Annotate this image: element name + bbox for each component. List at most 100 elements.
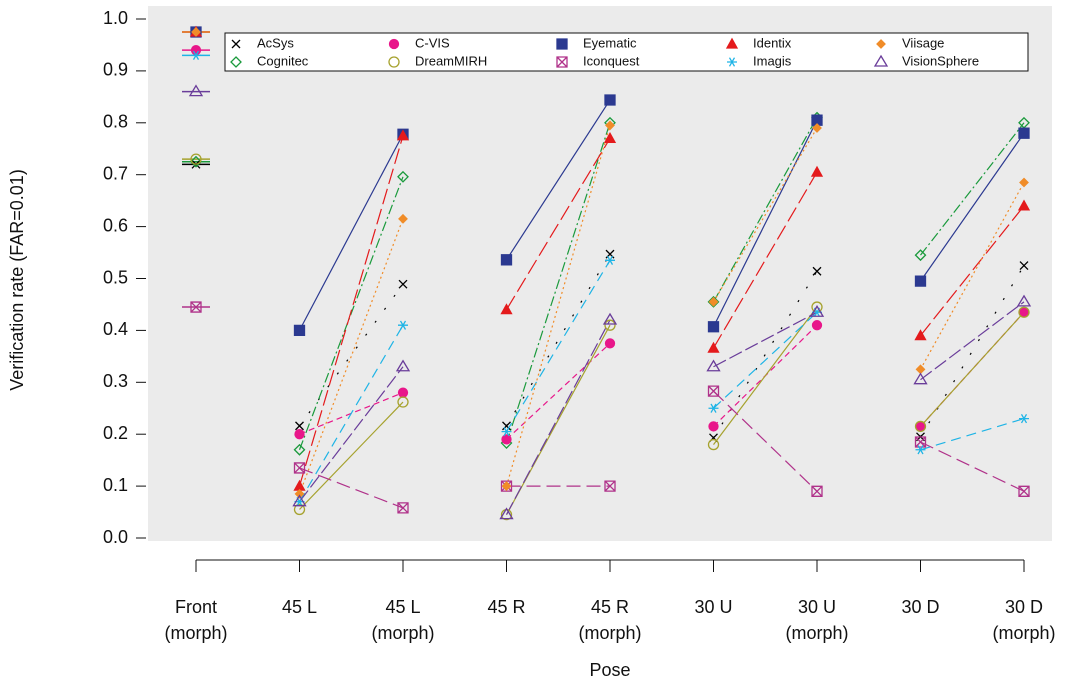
point (1019, 414, 1029, 424)
series-segment (920, 205, 1025, 336)
y-tick-label: 0.9 (103, 60, 128, 80)
point (191, 50, 201, 60)
point (707, 295, 720, 308)
point (398, 320, 408, 330)
point (914, 420, 927, 433)
point (707, 438, 720, 451)
point (914, 249, 927, 262)
y-tick-label: 0.7 (103, 163, 128, 183)
point (293, 503, 306, 516)
point (188, 84, 204, 97)
point (707, 321, 720, 333)
y-tick-label: 0.5 (103, 267, 128, 287)
point (604, 480, 616, 492)
point (190, 301, 202, 313)
legend-label: AcSys (257, 35, 294, 50)
legend-label: Iconquest (583, 53, 640, 68)
y-tick-label: 0.1 (103, 475, 128, 495)
x-tick-label: Front (morph) (164, 597, 228, 643)
point (293, 324, 306, 337)
legend-marker (727, 57, 737, 67)
point (190, 153, 202, 165)
legend-marker (556, 56, 568, 68)
point (398, 279, 408, 289)
x-tick-label: 30 D (morph) (992, 597, 1056, 643)
point (914, 329, 927, 341)
point (1017, 199, 1031, 211)
point (1019, 177, 1029, 188)
point (501, 434, 512, 445)
x-tick-label: 30 D (901, 597, 940, 617)
point (1016, 294, 1032, 307)
series-segment (920, 418, 1025, 451)
legend-label: Viisage (902, 35, 944, 50)
series-segment (920, 311, 1025, 427)
point (294, 429, 305, 440)
point (397, 170, 409, 183)
y-tick-label: 0.2 (103, 423, 128, 443)
point (811, 114, 823, 126)
point (602, 312, 618, 325)
series-segment (505, 319, 611, 515)
series-segment (712, 171, 818, 349)
point (191, 27, 201, 37)
point (812, 266, 822, 276)
x-tick-label: 45 L (281, 597, 318, 617)
legend-label: Imagis (753, 53, 792, 68)
series-segment (299, 467, 404, 509)
point (605, 255, 615, 265)
point (397, 387, 409, 398)
series-segment (298, 324, 404, 502)
point (811, 320, 823, 331)
point (293, 443, 306, 456)
point (397, 502, 409, 514)
legend-marker (556, 38, 568, 50)
point (295, 421, 304, 431)
x-tick-label: 30 U (694, 597, 733, 617)
y-tick-label: 0.6 (103, 215, 128, 235)
series-segment (505, 99, 611, 261)
series-segment (712, 119, 818, 328)
legend-marker (388, 56, 400, 68)
point (914, 275, 927, 287)
series-segment (712, 117, 818, 303)
series-segment (298, 133, 404, 331)
plot-background (148, 6, 1052, 541)
legend-label: Eyematic (583, 35, 637, 50)
point (1018, 306, 1030, 318)
point (812, 123, 822, 133)
point (603, 132, 617, 144)
point (500, 303, 513, 315)
legend-marker (388, 38, 400, 50)
point (293, 462, 306, 474)
point (397, 396, 409, 408)
point (914, 436, 927, 448)
point (396, 129, 410, 141)
legend-label: C-VIS (415, 35, 450, 50)
point (707, 341, 720, 353)
series-segment (920, 132, 1025, 282)
series-segment (298, 135, 404, 487)
series-segment (713, 390, 818, 492)
series-segment (713, 306, 818, 445)
series-segment (505, 122, 611, 444)
legend-label: Cognitec (257, 53, 309, 68)
legend-box (224, 32, 1029, 72)
legend-label: Identix (753, 35, 792, 50)
series-segment (920, 301, 1025, 381)
x-tick-label: 45 L (morph) (371, 597, 435, 643)
x-axis-label: Pose (589, 660, 630, 680)
point (604, 338, 616, 349)
series-segment (920, 122, 1025, 256)
legend-marker (873, 54, 889, 67)
series-segment (299, 366, 404, 503)
legend-marker (725, 37, 739, 49)
point (500, 254, 513, 266)
series-segment (298, 218, 404, 495)
y-tick-label: 0.3 (103, 371, 128, 391)
point (502, 421, 511, 431)
legend-marker (876, 39, 886, 49)
point (292, 494, 307, 507)
point (294, 488, 305, 499)
